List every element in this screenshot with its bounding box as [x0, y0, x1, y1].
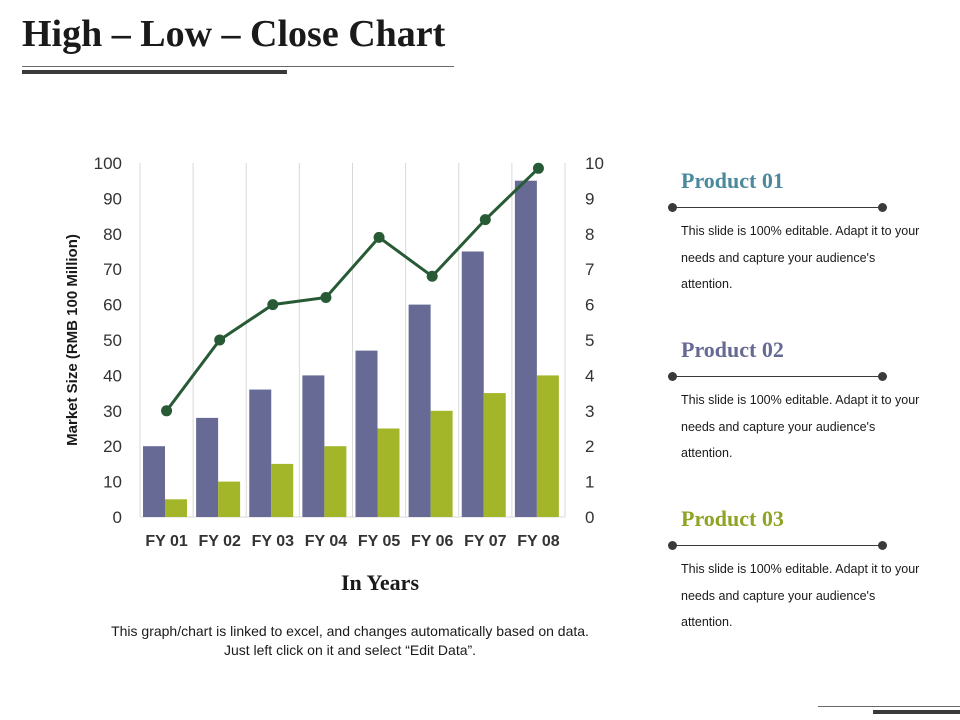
- x-tick-label: FY 05: [358, 533, 401, 550]
- x-tick-label: FY 01: [145, 533, 188, 550]
- bar-series-1: [514, 180, 537, 517]
- y-tick-label-left: 40: [103, 366, 122, 385]
- product-01-description: This slide is 100% editable. Adapt it to…: [681, 224, 920, 291]
- y-tick-label-left: 0: [113, 508, 122, 527]
- bar-series-2: [483, 393, 506, 517]
- product-03-divider-right-dot: [878, 541, 887, 550]
- footer-rule-thin: [818, 706, 960, 707]
- y-tick-label-left: 50: [103, 331, 122, 350]
- x-tick-label: FY 07: [464, 533, 507, 550]
- product-02-divider-right-dot: [878, 372, 887, 381]
- title-underline-thin: [22, 66, 454, 67]
- close-line-point: [479, 214, 491, 226]
- product-01-divider: [672, 207, 884, 208]
- y-tick-label-right: 4: [585, 366, 594, 385]
- bar-series-1: [143, 446, 165, 517]
- x-tick-label: FY 06: [411, 533, 454, 550]
- y-tick-label-right: 3: [585, 402, 594, 421]
- product-01-title: Product 01: [681, 168, 784, 193]
- close-line-point: [267, 299, 279, 311]
- x-tick-label: FY 03: [252, 533, 295, 550]
- close-line-point: [373, 231, 385, 243]
- y-tick-label-left: 60: [103, 296, 122, 315]
- y-tick-label-right: 5: [585, 331, 594, 350]
- y-tick-label-left: 70: [103, 260, 122, 279]
- bar-series-2: [218, 481, 241, 517]
- y-tick-label-right: 8: [585, 225, 594, 244]
- bar-series-2: [324, 446, 347, 517]
- page-title: High – Low – Close Chart: [22, 13, 446, 55]
- product-03-divider: [672, 545, 884, 546]
- chart-note: This graph/chart is linked to excel, and…: [40, 622, 660, 660]
- y-tick-label-left: 100: [94, 154, 122, 173]
- x-tick-label: FY 02: [198, 533, 241, 550]
- y-tick-label-right: 7: [585, 260, 594, 279]
- y-tick-label-right: 0: [585, 508, 594, 527]
- y-tick-label-left: 20: [103, 437, 122, 456]
- bar-series-2: [536, 375, 559, 517]
- y-tick-label-left: 90: [103, 189, 122, 208]
- high-low-close-chart: 0 10 20 30 40 50 60 70 80 90 100 0 1 2 3 4 5 6 7 8 9 10 Market…: [64, 154, 604, 550]
- product-02-divider-left-dot: [668, 372, 677, 381]
- close-line-point: [161, 405, 173, 417]
- close-line: [165, 167, 540, 412]
- product-01-divider-left-dot: [668, 203, 677, 212]
- close-line-point: [320, 292, 332, 304]
- x-tick-label: FY 08: [517, 533, 560, 550]
- product-02-divider: [672, 376, 884, 377]
- y-tick-label-right: 2: [585, 437, 594, 456]
- product-03-title: Product 03: [681, 506, 784, 531]
- bar-series-1: [355, 350, 378, 517]
- y-tick-label-left: 80: [103, 225, 122, 244]
- product-01-divider-right-dot: [878, 203, 887, 212]
- y-tick-label-right: 9: [585, 189, 594, 208]
- x-tick-label: FY 04: [305, 533, 348, 550]
- chart-note-line-1: This graph/chart is linked to excel, and…: [111, 623, 589, 639]
- y-tick-label-right: 6: [585, 296, 594, 315]
- title-underline-thick: [22, 70, 287, 74]
- chart-note-line-2: Just left click on it and select “Edit D…: [223, 642, 477, 658]
- bar-series-1: [461, 251, 484, 517]
- bar-series-2: [430, 410, 453, 517]
- product-03-divider-left-dot: [668, 541, 677, 550]
- x-axis-caption: In Years: [340, 570, 420, 595]
- y-tick-label-right: 1: [585, 473, 594, 492]
- y-tick-label-left: 30: [103, 402, 122, 421]
- y-tick-label-left: 10: [103, 473, 122, 492]
- product-02-description: This slide is 100% editable. Adapt it to…: [681, 393, 920, 460]
- bar-series-1: [302, 375, 325, 517]
- y-tick-label-right: 10: [585, 154, 604, 173]
- bar-series-1: [408, 304, 431, 517]
- bar-series-2: [377, 428, 400, 517]
- bar-series-2: [165, 499, 187, 517]
- close-line-point: [532, 162, 544, 174]
- bar-series-1: [249, 389, 272, 517]
- close-line-point: [214, 334, 226, 346]
- bar-series-1: [196, 417, 219, 517]
- close-line-point: [426, 270, 438, 282]
- footer-rule-thick: [873, 710, 960, 714]
- bar-series-2: [271, 463, 294, 517]
- product-03-description: This slide is 100% editable. Adapt it to…: [681, 562, 920, 629]
- product-02-title: Product 02: [681, 337, 784, 362]
- y-axis-label: Market Size (RMB 100 Million): [64, 234, 81, 446]
